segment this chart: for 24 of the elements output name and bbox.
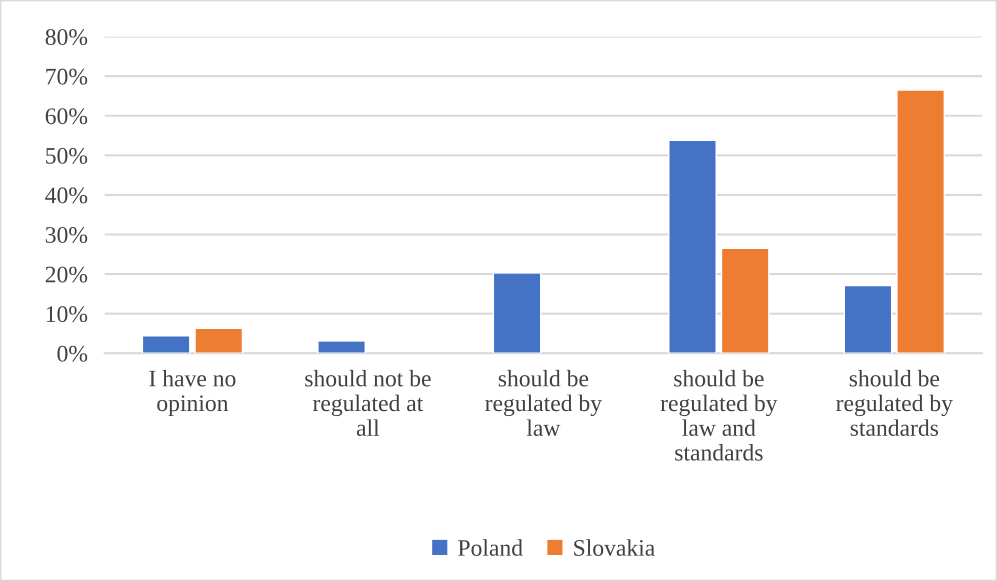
- legend-label: Poland: [458, 539, 523, 556]
- y-tick-label: 0%: [57, 346, 88, 362]
- y-tick-label: 40%: [45, 187, 88, 204]
- x-tick-label: should be regulated by law: [485, 370, 602, 436]
- x-tick-label: should be regulated by standards: [836, 370, 953, 436]
- x-tick-label: should not be regulated at all: [305, 370, 431, 436]
- y-tick-label: 10%: [46, 306, 88, 322]
- bar: [668, 140, 717, 354]
- bar: [844, 284, 892, 354]
- bar: [492, 272, 542, 354]
- bar: [142, 335, 190, 354]
- bar: [896, 89, 946, 354]
- x-tick-label: I have no opinion: [149, 370, 236, 416]
- bar: [317, 340, 366, 354]
- y-tick-label: 60%: [46, 108, 88, 124]
- y-tick-label: 70%: [46, 68, 88, 85]
- x-tick-label: should be regulated by law and standards: [660, 370, 778, 461]
- y-tick-label: 80%: [46, 29, 88, 46]
- y-tick-label: 30%: [46, 226, 88, 244]
- legend-label: Slovakia: [574, 539, 655, 556]
- bar: [194, 328, 244, 354]
- y-tick-label: 20%: [46, 266, 88, 283]
- y-tick-label: 50%: [46, 148, 88, 164]
- bar: [720, 248, 770, 354]
